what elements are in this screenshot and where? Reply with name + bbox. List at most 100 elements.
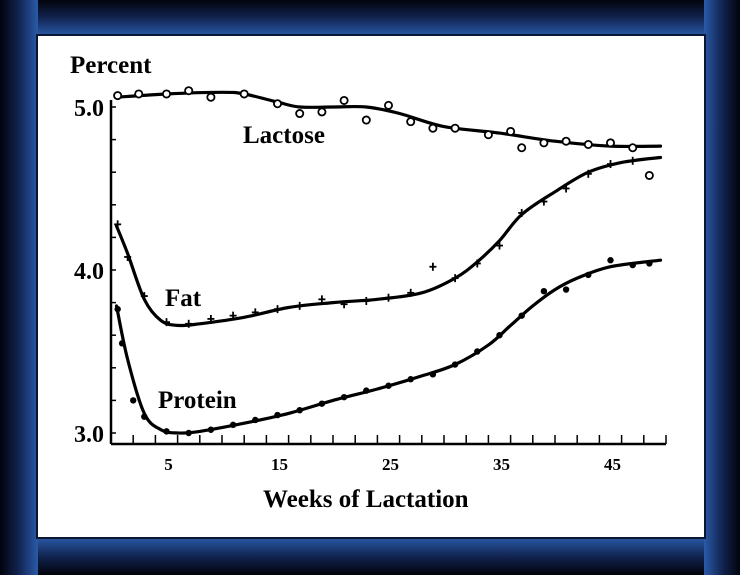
data-point-lactose: [606, 138, 616, 148]
x-tick-label: 35: [493, 455, 510, 474]
data-point-protein: [407, 376, 414, 383]
data-point-lactose: [383, 100, 393, 110]
data-point-lactose: [539, 138, 549, 148]
data-point-lactose: [561, 136, 571, 146]
series-points: [113, 86, 654, 437]
data-point-lactose: [239, 89, 249, 99]
y-tick-label: 5.0: [74, 96, 104, 122]
data-point-lactose: [317, 107, 327, 117]
chart-panel: 3.0 4.0 5.0 5 15 25 35 45 Percent Weeks of Lact…: [38, 36, 704, 537]
x-tick-label: 45: [604, 455, 621, 474]
y-axis-label: Percent: [70, 52, 152, 79]
data-point-lactose: [450, 123, 460, 133]
data-point-fat: [385, 293, 392, 302]
frame-border-top: [0, 0, 740, 36]
series-curves: [114, 90, 663, 435]
data-point-fat: [274, 305, 281, 314]
data-point-protein: [229, 421, 237, 429]
data-point-fat: [429, 262, 437, 271]
data-point-lactose: [406, 117, 416, 127]
frame-border-bottom: [0, 537, 740, 575]
data-point-fat: [251, 308, 259, 317]
data-point-fat: [296, 301, 304, 310]
data-point-lactose: [583, 139, 593, 149]
data-point-lactose: [339, 95, 349, 105]
data-point-lactose: [628, 143, 638, 153]
y-tick-label: 3.0: [74, 422, 104, 448]
data-point-protein: [130, 397, 137, 404]
data-point-protein: [274, 411, 281, 419]
data-point-fat: [229, 311, 237, 320]
tick-labels: 3.0 4.0 5.0 5 15 25 35 45: [74, 96, 621, 474]
data-point-lactose: [162, 89, 172, 99]
x-axis-label: Weeks of Lactation: [263, 486, 469, 513]
x-tick-label: 25: [382, 455, 399, 474]
data-point-protein: [585, 271, 592, 279]
data-point-protein: [474, 348, 481, 355]
data-point-fat: [473, 259, 481, 268]
data-point-protein: [607, 257, 614, 264]
data-point-fat: [163, 318, 170, 327]
data-point-lactose: [644, 170, 654, 180]
series-label-fat: Fat: [165, 285, 202, 312]
data-point-lactose: [295, 109, 305, 119]
data-point-fat: [518, 208, 526, 217]
data-point-fat: [540, 197, 548, 206]
data-point-lactose: [517, 143, 527, 153]
series-line-protein: [114, 258, 663, 435]
data-point-fat: [562, 184, 570, 193]
data-point-protein: [114, 305, 121, 313]
data-point-lactose: [428, 123, 438, 133]
data-point-protein: [451, 361, 459, 368]
data-point-lactose: [361, 115, 371, 125]
data-point-lactose: [184, 86, 194, 96]
data-point-protein: [207, 426, 215, 433]
data-point-fat: [496, 241, 503, 250]
data-point-protein: [163, 428, 170, 435]
data-point-fat: [340, 300, 348, 309]
series-label-protein: Protein: [158, 387, 237, 414]
lactation-chart: 3.0 4.0 5.0 5 15 25 35 45 Percent Weeks of Lact…: [70, 52, 667, 513]
data-point-fat: [207, 314, 215, 323]
data-point-lactose: [113, 91, 123, 101]
data-point-protein: [629, 261, 636, 269]
x-tick-label: 5: [164, 455, 173, 474]
series-line-fat: [114, 155, 663, 328]
data-point-protein: [296, 406, 303, 414]
data-point-fat: [140, 292, 148, 301]
data-point-fat: [607, 160, 614, 169]
x-tick-label: 15: [271, 455, 288, 474]
data-point-fat: [124, 252, 132, 261]
data-point-fat: [629, 156, 637, 165]
data-point-protein: [496, 332, 503, 339]
data-point-protein: [385, 382, 392, 389]
series-label-lactose: Lactose: [243, 122, 325, 149]
data-point-lactose: [134, 89, 144, 99]
y-tick-label: 4.0: [74, 259, 104, 285]
data-point-protein: [340, 393, 348, 401]
data-point-protein: [518, 312, 525, 319]
frame-border-left: [0, 0, 38, 575]
frame-border-right: [704, 0, 740, 575]
data-point-fat: [318, 295, 326, 304]
data-point-fat: [584, 169, 592, 178]
data-point-lactose: [506, 126, 516, 136]
data-point-lactose: [483, 130, 493, 140]
data-point-protein: [141, 413, 148, 420]
data-point-protein: [118, 340, 126, 347]
data-point-fat: [185, 319, 193, 328]
data-point-lactose: [272, 99, 282, 109]
data-point-lactose: [206, 92, 216, 102]
data-point-protein: [429, 371, 437, 378]
data-point-protein: [646, 260, 653, 267]
data-point-fat: [114, 220, 122, 229]
data-point-protein: [363, 387, 370, 394]
data-point-protein: [252, 416, 259, 424]
data-point-protein: [540, 287, 548, 295]
data-point-fat: [362, 296, 370, 305]
data-point-protein: [185, 429, 192, 437]
data-point-fat: [451, 274, 459, 283]
data-point-fat: [407, 288, 415, 297]
axes: [109, 100, 667, 446]
